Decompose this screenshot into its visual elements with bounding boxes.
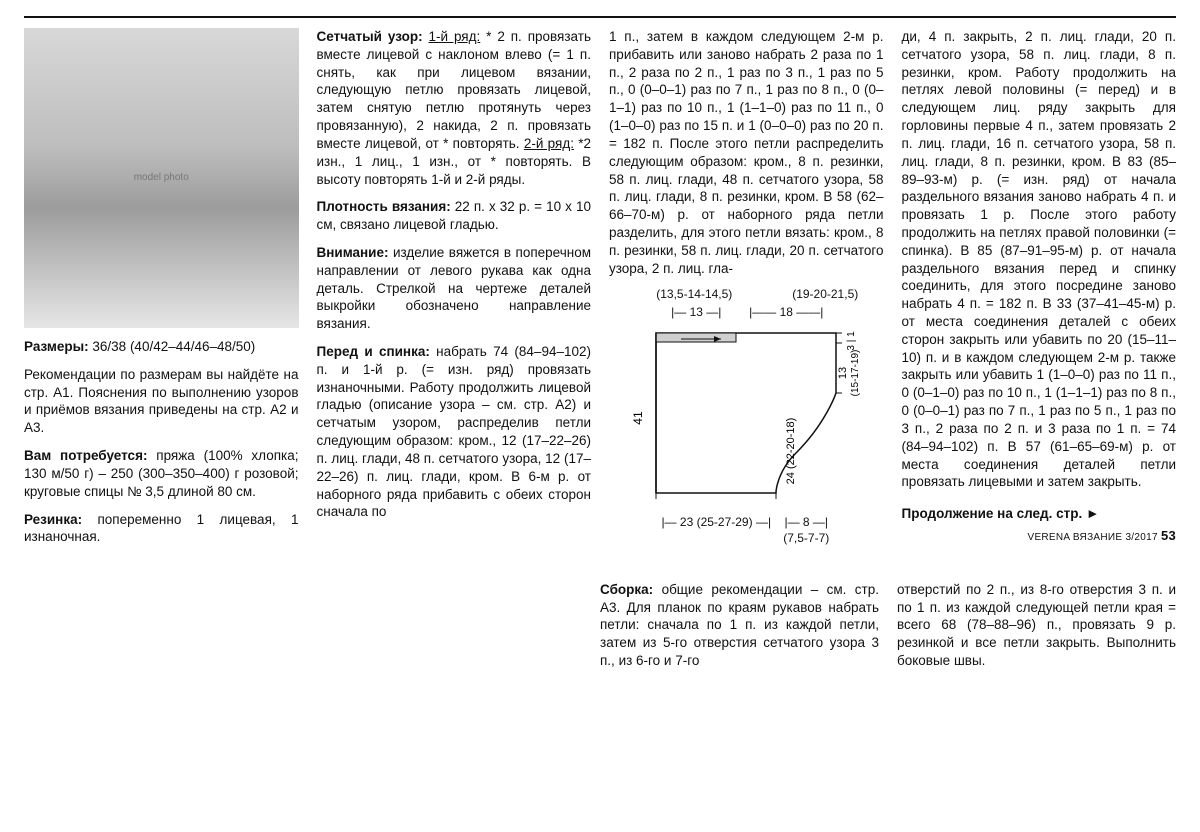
svg-text:13: 13 — [837, 367, 849, 379]
schematic-diagram: (13,5-14-14,5) (19-20-21,5) |— 13 —| |——… — [626, 287, 866, 546]
diagram-left: 41 — [631, 411, 645, 425]
diagram-bottom-labels2: (7,5-7-7) — [626, 531, 866, 547]
model-photo: model photo — [24, 28, 299, 328]
continue-line: Продолжение на след. стр. ► — [902, 505, 1177, 523]
row2-label: 2-й ряд: — [524, 136, 574, 151]
column-4: ди, 4 п. закрыть, 2 п. лиц. глади, 20 п.… — [902, 28, 1177, 557]
sizes-note: Рекомендации по размерам вы найдёте на с… — [24, 366, 299, 437]
lower-col-1: Сборка: общие рекомендации – см. стр. A3… — [600, 581, 879, 670]
diagram-bottom-left: |— 23 (25-27-29) —| — [656, 515, 776, 531]
svg-text:24 (22-20-18): 24 (22-20-18) — [785, 418, 797, 485]
need-label: Вам потребуется: — [24, 448, 147, 463]
column-2: Сетчатый узор: 1-й ряд: * 2 п. провязать… — [317, 28, 592, 557]
lower-columns: Сборка: общие рекомендации – см. стр. A3… — [24, 581, 1176, 670]
gauge-label: Плотность вязания: — [317, 199, 451, 214]
column-3: 1 п., затем в каждом следующем 2-м р. пр… — [609, 28, 884, 557]
column-1: model photo Размеры: 36/38 (40/42–44/46–… — [24, 28, 299, 557]
sizes-value: 36/38 (40/42–44/46–48/50) — [92, 339, 255, 354]
mesh-label: Сетчатый узор: — [317, 29, 423, 44]
rib-label: Резинка: — [24, 512, 82, 527]
row1-text: * 2 п. провязать вместе лицевой с наклон… — [317, 29, 592, 151]
diagram-bottom-labels: |— 23 (25-27-29) —| |— 8 —| — [626, 513, 866, 531]
need-para: Вам потребуется: пряжа (100% хлопка; 130… — [24, 447, 299, 500]
front-label: Перед и спинка: — [317, 344, 430, 359]
diagram-sub-left: |— 13 —| — [656, 305, 736, 321]
diagram-sub-labels: |— 13 —| |—— 18 ——| — [626, 305, 866, 323]
front-para: Перед и спинка: набрать 74 (84–94–102) п… — [317, 343, 592, 521]
row1-label: 1-й ряд: — [429, 29, 481, 44]
sizes-para: Размеры: 36/38 (40/42–44/46–48/50) — [24, 338, 299, 356]
diagram-top-left: (13,5-14-14,5) — [656, 287, 732, 303]
front-text: набрать 74 (84–94–102) п. и 1-й р. (= из… — [317, 344, 592, 519]
diagram-svg: 41 3 | 1 13 (15-17-19) 24 (22-20-18) — [626, 323, 866, 513]
mesh-para: Сетчатый узор: 1-й ряд: * 2 п. провязать… — [317, 28, 592, 188]
rib-para: Резинка: попеременно 1 лицевая, 1 изнано… — [24, 511, 299, 547]
main-columns: model photo Размеры: 36/38 (40/42–44/46–… — [24, 16, 1176, 557]
attention-label: Внимание: — [317, 245, 389, 260]
sizes-label: Размеры: — [24, 339, 89, 354]
col4-text: ди, 4 п. закрыть, 2 п. лиц. глади, 20 п.… — [902, 28, 1177, 491]
diagram-top-right: (19-20-21,5) — [792, 287, 858, 303]
gauge-para: Плотность вязания: 22 п. x 32 р. = 10 x … — [317, 198, 592, 234]
col3-text: 1 п., затем в каждом следующем 2-м р. пр… — [609, 28, 884, 277]
diagram-sub-right: |—— 18 ——| — [736, 305, 836, 321]
photo-placeholder: model photo — [134, 171, 189, 184]
page-footer: VERENA ВЯЗАНИЕ 3/2017 53 — [902, 527, 1177, 544]
footer-mag: VERENA ВЯЗАНИЕ 3/2017 — [1027, 532, 1157, 543]
diagram-bottom-right2: (7,5-7-7) — [776, 531, 836, 547]
attention-para: Внимание: изделие вяжется в поперечном н… — [317, 244, 592, 333]
assembly-label: Сборка: — [600, 582, 653, 597]
lower-col-2: отверстий по 2 п., из 8-го отверстия 3 п… — [897, 581, 1176, 670]
svg-text:(15-17-19): (15-17-19) — [850, 350, 861, 397]
lower-spacer — [24, 581, 582, 670]
assembly-text-2: отверстий по 2 п., из 8-го отверстия 3 п… — [897, 582, 1176, 668]
svg-text:3 | 1: 3 | 1 — [846, 331, 857, 351]
diagram-bottom-right: |— 8 —| — [776, 515, 836, 531]
footer-page: 53 — [1161, 528, 1176, 543]
diagram-top-labels: (13,5-14-14,5) (19-20-21,5) — [626, 287, 866, 305]
